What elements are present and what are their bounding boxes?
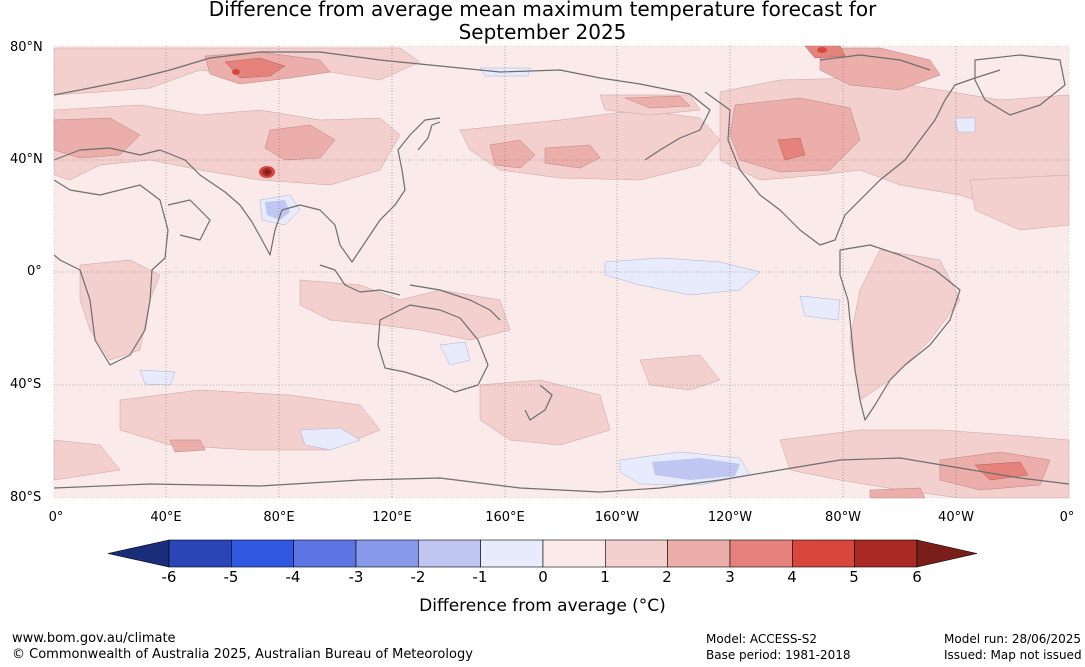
colorbar-tick: -3 bbox=[348, 568, 364, 586]
colorbar-tick: 4 bbox=[787, 568, 797, 586]
colorbar-label: Difference from average (°C) bbox=[419, 596, 666, 616]
colorbar-bin bbox=[542, 539, 606, 568]
lon-label-120w: 120°W bbox=[707, 510, 753, 525]
colorbar-arrow-min bbox=[107, 539, 170, 568]
map-title-line1: Difference from average mean maximum tem… bbox=[208, 0, 877, 21]
lon-label-80w: 80°W bbox=[825, 510, 861, 525]
colorbar-bin bbox=[231, 539, 294, 568]
lat-label-40s: 40°S bbox=[10, 377, 42, 392]
lon-label-160e: 160°E bbox=[485, 510, 525, 525]
footer-url[interactable]: www.bom.gov.au/climate bbox=[12, 631, 176, 646]
colorbar-tick: 0 bbox=[538, 568, 548, 586]
colorbar-tick: -6 bbox=[161, 568, 177, 586]
colorbar bbox=[107, 539, 978, 568]
colorbar-arrow-max bbox=[916, 539, 978, 568]
colorbar-bin bbox=[168, 539, 232, 568]
colorbar-tick: -1 bbox=[472, 568, 488, 586]
colorbar-tick: -4 bbox=[285, 568, 301, 586]
colorbar-bin bbox=[605, 539, 668, 568]
footer-base-period: Base period: 1981-2018 bbox=[706, 648, 851, 662]
colorbar-bin bbox=[293, 539, 357, 568]
lon-label-40e: 40°E bbox=[150, 510, 182, 525]
lat-label-40n: 40°N bbox=[10, 152, 43, 167]
footer-model: Model: ACCESS-S2 bbox=[706, 632, 818, 646]
coastlines bbox=[53, 51, 1070, 493]
colorbar-tick: 2 bbox=[662, 568, 672, 586]
anomaly-4-plus bbox=[232, 47, 827, 178]
lon-label-0-right: 0° bbox=[1059, 510, 1075, 525]
lat-label-0: 0° bbox=[27, 264, 42, 279]
map-title-line2: September 2025 bbox=[458, 20, 627, 44]
anomaly-negative-strong bbox=[265, 200, 740, 480]
footer-model-run: Model run: 28/06/2025 bbox=[944, 632, 1082, 646]
lon-label-160w: 160°W bbox=[594, 510, 640, 525]
colorbar-bin bbox=[418, 539, 481, 568]
lon-label-120e: 120°E bbox=[372, 510, 412, 525]
lon-label-80e: 80°E bbox=[263, 510, 295, 525]
map-frame bbox=[53, 45, 1070, 499]
lat-label-80n: 80°N bbox=[10, 40, 43, 55]
gridlines bbox=[54, 46, 1069, 498]
lon-label-0-left: 0° bbox=[48, 510, 64, 525]
colorbar-tick: 5 bbox=[849, 568, 859, 586]
colorbar-bin bbox=[480, 539, 544, 568]
colorbar-tick: 1 bbox=[600, 568, 610, 586]
colorbar-bin bbox=[729, 539, 793, 568]
colorbar-bin bbox=[667, 539, 731, 568]
colorbar-tick: -5 bbox=[223, 568, 239, 586]
lat-label-80s: 80°S bbox=[10, 490, 42, 505]
anomaly-2-3 bbox=[53, 47, 1051, 499]
footer-copyright: © Commonwealth of Australia 2025, Austra… bbox=[12, 647, 473, 662]
colorbar-tick: -2 bbox=[410, 568, 426, 586]
colorbar-tick: 6 bbox=[912, 568, 922, 586]
lon-label-40w: 40°W bbox=[938, 510, 974, 525]
colorbar-bin bbox=[854, 539, 918, 568]
colorbar-tick: 3 bbox=[725, 568, 735, 586]
colorbar-bin bbox=[791, 539, 855, 568]
footer-issued: Issued: Map not issued bbox=[944, 648, 1082, 662]
colorbar-bin bbox=[355, 539, 419, 568]
